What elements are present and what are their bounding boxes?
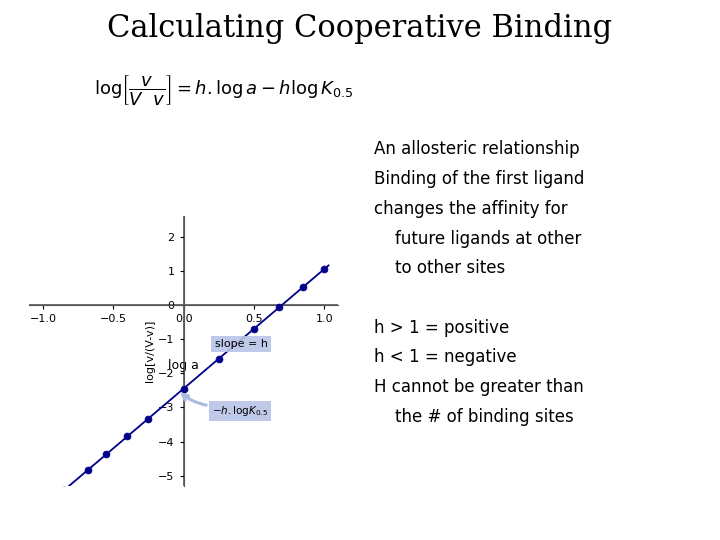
Text: h > 1 = positive: h > 1 = positive — [374, 319, 510, 336]
X-axis label: log a: log a — [168, 359, 199, 372]
Y-axis label: log[v/(V-v)]: log[v/(V-v)] — [145, 320, 156, 382]
Text: $-h.\mathrm{log}K_{0.5}$: $-h.\mathrm{log}K_{0.5}$ — [212, 404, 268, 418]
Text: the # of binding sites: the # of binding sites — [374, 408, 574, 426]
Text: h < 1 = negative: h < 1 = negative — [374, 348, 517, 366]
Text: Binding of the first ligand: Binding of the first ligand — [374, 170, 585, 188]
Text: Calculating Cooperative Binding: Calculating Cooperative Binding — [107, 14, 613, 44]
Text: H cannot be greater than: H cannot be greater than — [374, 378, 584, 396]
Text: future ligands at other: future ligands at other — [374, 230, 582, 247]
Text: An allosteric relationship: An allosteric relationship — [374, 140, 580, 158]
Text: to other sites: to other sites — [374, 259, 505, 277]
Text: $\log\!\left[\dfrac{v}{V\ \ v}\right] = h.\log a - h\log K_{0.5}$: $\log\!\left[\dfrac{v}{V\ \ v}\right] = … — [94, 73, 353, 107]
Text: changes the affinity for: changes the affinity for — [374, 200, 568, 218]
Text: slope = h: slope = h — [215, 339, 268, 349]
